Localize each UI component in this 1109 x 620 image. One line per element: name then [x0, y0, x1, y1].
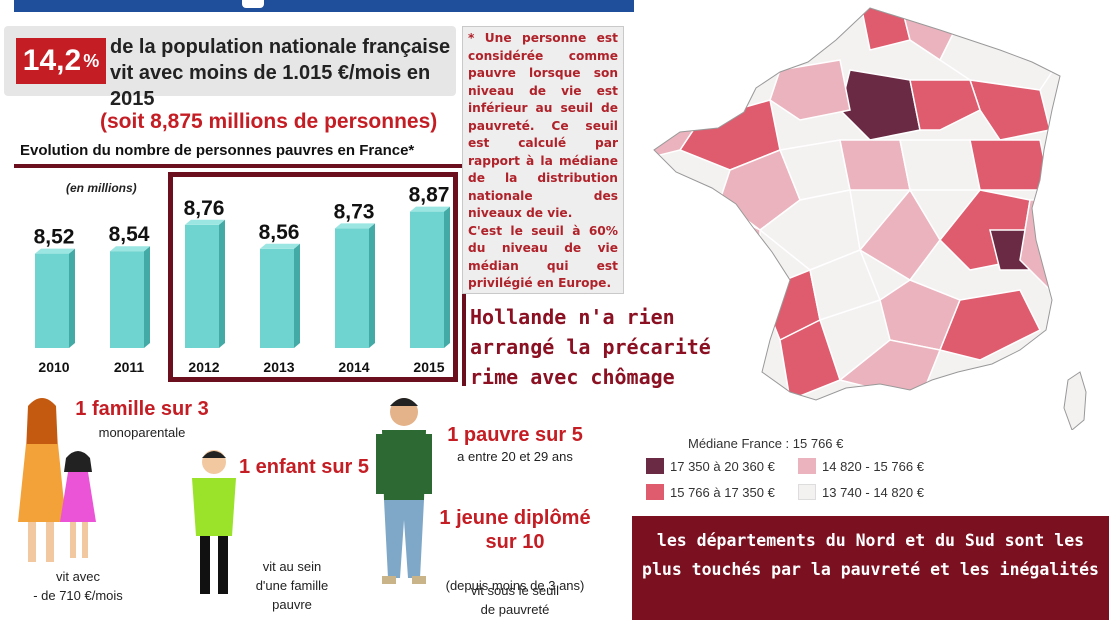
stat-famille-small: monoparentale — [98, 425, 186, 440]
stat-pauvre-big: 1 pauvre sur 5 — [447, 424, 583, 446]
category-label-2013: 2013 — [263, 359, 294, 375]
bar-side-2015 — [444, 206, 450, 348]
top-banner-bar — [14, 0, 634, 12]
bar-side-2013 — [294, 243, 300, 348]
child-figure-icon — [192, 450, 236, 594]
bar-top-2012 — [185, 219, 225, 225]
map-legend: Médiane France : 15 766 € 17 350 à 20 36… — [640, 434, 1109, 514]
bar-2010 — [35, 253, 69, 348]
category-label-2014: 2014 — [338, 359, 369, 375]
bar-top-2010 — [35, 248, 75, 254]
category-label-2015: 2015 — [413, 359, 444, 375]
value-label-2014: 8,73 — [334, 200, 375, 223]
woman-figure-icon — [18, 398, 96, 562]
stat-famille-note-box: vit avec - de 710 €/mois — [18, 548, 138, 605]
legend-item-mid: 14 820 - 15 766 € — [798, 458, 924, 474]
stat-famille-note: vit avec - de 710 €/mois — [33, 569, 123, 603]
young-man-figure-icon — [376, 398, 432, 584]
stat-jeune-big: 1 jeune diplômé sur 10 — [439, 507, 591, 553]
legend-label: 14 820 - 15 766 € — [822, 458, 924, 474]
percent-sign: % — [83, 50, 100, 71]
stat-enfant: 1 enfant sur 5 — [234, 456, 374, 479]
legend-swatch — [798, 484, 816, 500]
stat-jeune-note-box: vit sous le seuil de pauvreté — [440, 562, 590, 619]
stat-jeune: 1 jeune diplômé sur 10 (depuis moins de … — [420, 482, 610, 618]
percent-badge: 14,2% — [16, 38, 106, 84]
bar-side-2012 — [219, 219, 225, 348]
stat-jeune-note: vit sous le seuil de pauvreté — [470, 583, 560, 617]
bar-top-2015 — [410, 206, 450, 212]
headline-stat-text: de la population nationale française vit… — [110, 36, 451, 110]
legend-label: 13 740 - 14 820 € — [822, 484, 924, 500]
definition-box: * Une personne est considérée comme pauv… — [462, 26, 624, 294]
category-label-2010: 2010 — [38, 359, 69, 375]
legend-swatch — [798, 458, 816, 474]
value-label-2012: 8,76 — [184, 197, 225, 220]
bar-2014 — [335, 228, 369, 348]
highlight-frame — [168, 172, 458, 382]
stat-jeune-small: (depuis moins de 3 ans) — [445, 578, 585, 593]
poverty-bar-chart: (en millions) 8,52 2010 8,54 2011 8,76 2012 8,… — [34, 181, 450, 375]
bar-top-2013 — [260, 243, 300, 249]
legend-swatch — [646, 484, 664, 500]
overlay-comment: Hollande n'a rien arrangé la précarité r… — [470, 305, 711, 389]
stat-enfant-big: 1 enfant sur 5 — [238, 456, 370, 478]
legend-item-highest: 17 350 à 20 360 € — [646, 458, 775, 474]
legend-swatch — [646, 458, 664, 474]
stat-pauvre-small: a entre 20 et 29 ans — [457, 449, 573, 464]
map-legend-title: Médiane France : 15 766 € — [688, 436, 844, 451]
stat-famille: 1 famille sur 3 monoparentale — [62, 398, 222, 440]
legend-label: 17 350 à 20 360 € — [670, 458, 775, 474]
value-label-2010: 8,52 — [34, 226, 75, 249]
stat-enfant-note: vit au sein d'une famille pauvre — [255, 559, 329, 612]
value-label-2011: 8,54 — [109, 223, 150, 246]
bar-2012 — [185, 224, 219, 348]
bar-side-2014 — [369, 223, 375, 348]
legend-label: 15 766 à 17 350 € — [670, 484, 775, 500]
category-label-2011: 2011 — [114, 359, 145, 375]
bar-top-2014 — [335, 223, 375, 229]
bar-2013 — [260, 248, 294, 348]
percent-value: 14,2 — [22, 44, 82, 77]
value-label-2013: 8,56 — [259, 221, 300, 244]
legend-item-high: 15 766 à 17 350 € — [646, 484, 775, 500]
soit-text: (soit 8,875 millions de personnes) — [100, 110, 438, 133]
stat-enfant-note-box: vit au sein d'une famille pauvre — [232, 538, 352, 614]
bar-side-2011 — [144, 246, 150, 348]
stat-pauvre: 1 pauvre sur 5 a entre 20 et 29 ans — [430, 424, 600, 464]
footer-caption: les départements du Nord et du Sud sont … — [632, 516, 1109, 620]
category-label-2012: 2012 — [188, 359, 219, 375]
value-label-2015: 8,87 — [409, 184, 450, 207]
france-income-map — [653, 7, 1087, 430]
stat-famille-big: 1 famille sur 3 — [75, 398, 209, 420]
bar-2011 — [110, 251, 144, 348]
chart-title: Evolution du nombre de personnes pauvres… — [20, 142, 415, 159]
bar-side-2010 — [69, 248, 75, 348]
bar-2015 — [410, 211, 444, 348]
headline-stat-box: 14,2% de la population nationale françai… — [4, 26, 456, 110]
chart-unit-label: (en millions) — [66, 181, 137, 195]
legend-item-low: 13 740 - 14 820 € — [798, 484, 924, 500]
bar-top-2011 — [110, 246, 150, 252]
chart-title-rule — [14, 164, 464, 168]
